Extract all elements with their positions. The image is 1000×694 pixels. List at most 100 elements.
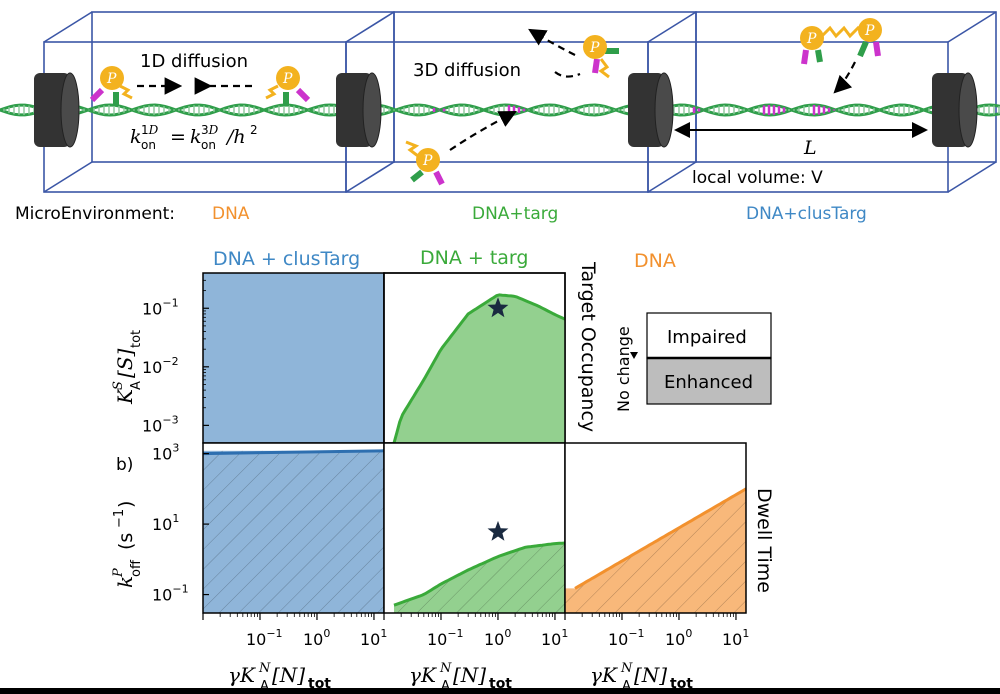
svg-text:tot: tot [129,330,144,348]
svg-text:P: P [111,568,126,578]
protein-letter: P [864,23,875,39]
dwell-star-marker [487,520,509,541]
occupancy-targ-line [392,293,566,444]
svg-text:on: on [201,138,216,152]
dna-anchor-cylinder [932,72,978,148]
protein-letter: P [422,153,433,169]
protein-letter: P [282,71,293,87]
effect-legend: Impaired Enhanced No change [614,312,772,412]
protein-icon: P [405,140,445,186]
dwell-time-label: Dwell Time [753,488,775,593]
dwell-ytick: 101 [152,512,179,534]
svg-text:(s: (s [115,533,137,550]
enhanced-label: Enhanced [664,372,753,393]
kon-equation: k 1D on = k 3D on /h 2 [130,123,258,152]
svg-text:k: k [113,576,137,588]
dwell-targ-hatch [394,543,565,613]
svg-text:2: 2 [250,123,258,137]
impaired-swatch [646,312,772,359]
length-label: L [803,137,817,159]
svg-text:k: k [130,126,142,148]
schematic: P P P P P [0,11,1000,193]
x-axes: 10−1 100 101 10−1 100 101 10−1 100 101 [202,613,749,649]
dwell-ytick: 103 [152,442,179,464]
svg-text:[N]: [N] [272,663,305,687]
svg-text:3D: 3D [201,123,219,137]
micro-dna: DNA [212,204,250,224]
volume-label: local volume: V [692,168,823,188]
svg-text:[N]: [N] [634,663,667,687]
xtick-label: 101 [360,627,387,649]
column-title-targ: DNA + targ [420,247,528,269]
svg-text:A: A [622,679,631,688]
protein-icon: P [583,35,619,79]
dwell-dna-hatch [565,488,746,613]
xtick-label: 101 [722,627,749,649]
svg-text:tot: tot [489,676,512,688]
protein-letter: P [106,71,117,87]
micro-environment-legend: MicroEnvironment: DNA DNA+targ DNA+clusT… [15,204,867,224]
panel-dwell-clustarg-blank [203,443,384,451]
dna-anchor-cylinder [628,72,674,148]
svg-text:γK: γK [590,663,618,687]
occupancy-yaxis: 10−1 10−2 10−3 K A S [S] tot [111,279,209,435]
dna-anchor-cylinder [34,72,80,148]
occupancy-ytick: 10−2 [142,355,179,377]
micro-dna-clustarg: DNA+clusTarg [746,204,867,224]
protein-letter: P [589,40,600,56]
occupancy-targ-area [394,294,565,443]
diffusion-arrows [137,28,856,151]
svg-text:A: A [441,679,450,688]
svg-text:K: K [113,388,137,405]
xtick-label: 10−1 [608,627,645,649]
no-change-pointer-icon [630,352,638,359]
micro-title: MicroEnvironment: [15,204,175,224]
protein-icon: P [265,66,311,106]
label-3d-diffusion: 3D diffusion [413,60,521,81]
dwell-ylabel: k off P (s −1 ) [111,501,144,588]
plot-grid: DNA + clusTarg DNA + targ DNA 10−110−210… [111,247,775,688]
svg-text:N: N [620,661,633,676]
dwell-targ-line [393,541,566,607]
svg-text:N: N [439,661,452,676]
occupancy-ytick: 10−1 [142,296,179,318]
xtick-label: 100 [665,627,692,649]
dwell-ytick: 10−1 [152,583,189,605]
protein-icon: P [857,18,882,58]
xtick-label: 100 [484,627,511,649]
protein-linker [820,25,866,39]
svg-text:/h: /h [225,126,246,148]
column-title-dna: DNA [634,250,676,272]
target-occupancy-label: Target Occupancy [577,261,599,432]
xtick-label: 10−1 [246,627,283,649]
panel-dwell-clustarg-hatch [203,443,384,613]
protein-icon: P [800,26,824,65]
no-change-label: No change [614,326,633,412]
svg-text:k: k [190,126,202,148]
xlabel-1: γK A N [N] tot [228,661,331,688]
protein-icon: P [89,66,133,106]
svg-text:−1: −1 [112,509,127,528]
occupancy-ytick: 10−3 [142,413,179,435]
dwell-dna-line [574,487,747,590]
occupancy-ylabel: K A S [S] tot [111,330,144,405]
svg-text:γK: γK [409,663,437,687]
svg-text:): ) [115,501,137,508]
panel-label-b: b) [116,455,133,475]
svg-text:γK: γK [228,663,256,687]
svg-text:on: on [141,138,156,152]
protein-letter: P [806,31,817,47]
label-1d-diffusion: 1D diffusion [140,51,248,72]
svg-text:[N]: [N] [453,663,486,687]
xlabel-2: γK A N [N] tot [409,661,512,688]
svg-text:tot: tot [670,676,693,688]
svg-text:1D: 1D [141,123,159,137]
dwell-yaxis: 103 101 10−1 k off P (s −1 ) [111,442,209,605]
svg-text:tot: tot [308,676,331,688]
svg-text:off: off [129,559,144,577]
occupancy-star-marker [487,297,509,318]
svg-text:[S]: [S] [113,348,137,378]
panel-occupancy-clustarg-fill [203,273,384,443]
